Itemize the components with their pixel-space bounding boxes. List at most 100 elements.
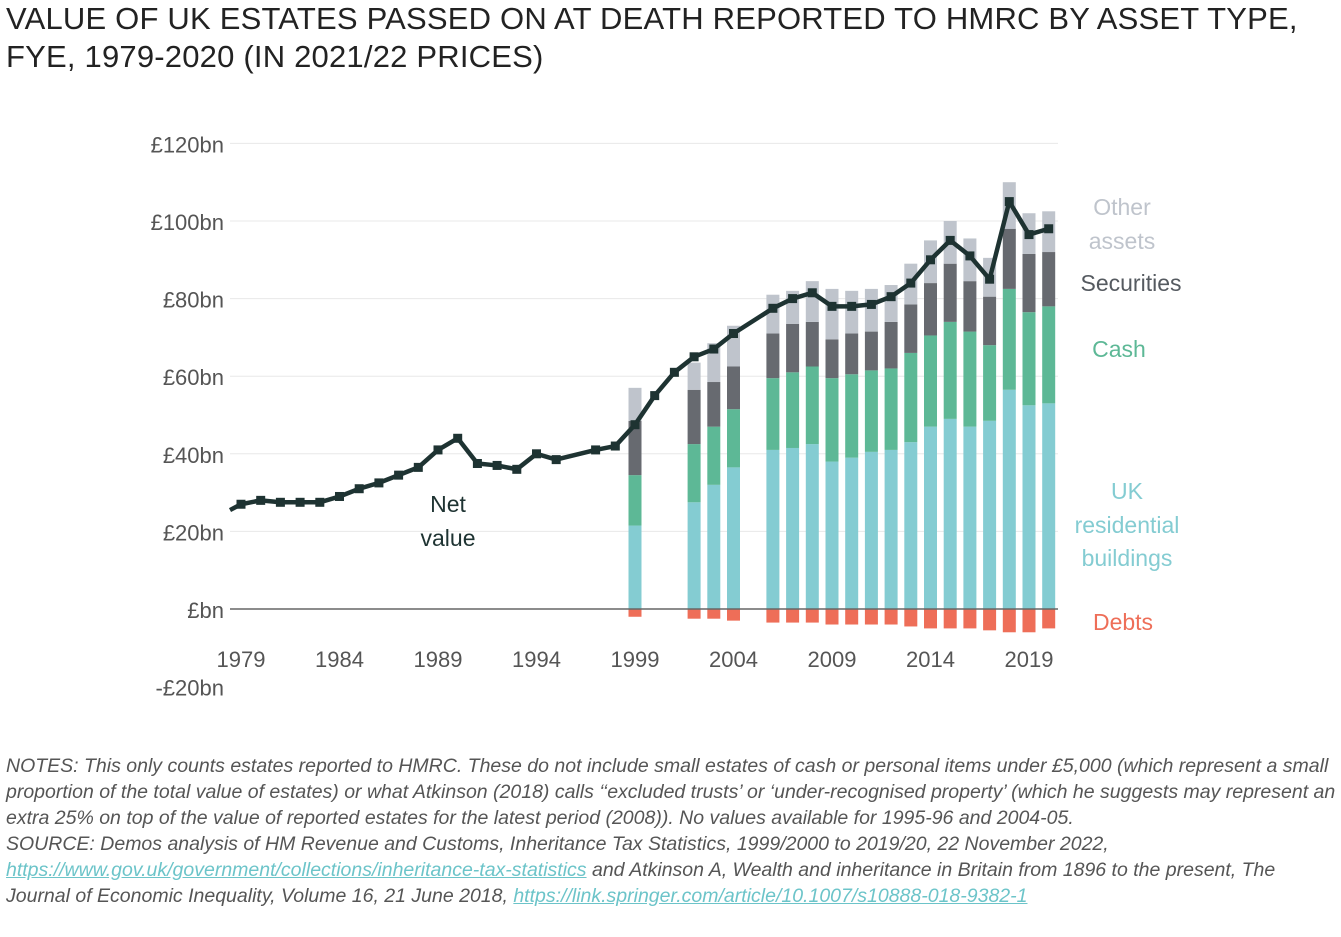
bar-cash — [727, 409, 740, 468]
bar-securities — [904, 304, 918, 353]
y-tick-label: £bn — [187, 598, 224, 623]
net-value-marker — [788, 294, 798, 304]
bar-securities — [1042, 252, 1056, 307]
x-tick-label: 2004 — [709, 647, 758, 672]
bar-cash — [786, 372, 800, 448]
net-value-marker — [413, 462, 423, 472]
net-value-marker — [295, 497, 305, 507]
bar-securities — [943, 263, 957, 322]
bar-uk-residential — [687, 502, 701, 609]
net-value-marker — [532, 449, 541, 459]
bar-securities — [727, 366, 740, 410]
net-value-marker — [768, 303, 778, 313]
bar-securities — [687, 389, 701, 445]
y-tick-label: £100bn — [151, 210, 224, 235]
legend-cash: Cash — [1092, 336, 1146, 362]
net-value-marker — [551, 455, 561, 465]
legend-other-assets: assets — [1089, 228, 1155, 254]
bar-securities — [884, 321, 898, 369]
net-value-marker — [492, 460, 502, 470]
net-value-marker — [807, 288, 817, 298]
bar-debts — [943, 609, 957, 629]
net-value-marker — [866, 299, 876, 309]
bar-cash — [628, 475, 642, 526]
x-tick-label: 2009 — [808, 647, 857, 672]
net-value-marker — [453, 433, 463, 443]
x-tick-label: 1994 — [512, 647, 561, 672]
bar-debts — [825, 609, 839, 625]
bar-uk-residential — [786, 447, 800, 609]
bar-securities — [983, 296, 997, 346]
bar-other-assets — [884, 285, 898, 322]
bar-other-assets — [864, 288, 878, 332]
bar-securities — [766, 333, 780, 379]
y-tick-label: -£20bn — [155, 676, 224, 701]
bar-uk-residential — [983, 420, 997, 609]
bar-securities — [924, 283, 937, 336]
legend-uk-residential: buildings — [1082, 545, 1173, 571]
bar-debts — [864, 609, 878, 625]
bar-uk-residential — [963, 426, 977, 609]
source-prefix: SOURCE: Demos analysis of HM Revenue and… — [6, 833, 1109, 855]
bar-other-assets — [805, 281, 819, 322]
source-text: SOURCE: Demos analysis of HM Revenue and… — [6, 831, 1336, 909]
net-value-marker — [1024, 230, 1034, 240]
bar-debts — [766, 609, 780, 623]
net-value-marker — [236, 499, 246, 509]
bar-debts — [805, 609, 819, 623]
bar-securities — [707, 382, 721, 427]
bar-uk-residential — [1022, 405, 1036, 609]
bar-cash — [1022, 312, 1036, 406]
bar-cash — [884, 368, 898, 450]
net-value-marker — [669, 367, 679, 377]
source-link-springer[interactable]: https://link.springer.com/article/10.100… — [513, 885, 1028, 907]
bar-securities — [845, 333, 859, 375]
bar-securities — [628, 420, 642, 476]
source-link-hmrc[interactable]: https://www.gov.uk/government/collection… — [6, 859, 587, 881]
bar-uk-residential — [805, 444, 819, 609]
bar-cash — [943, 321, 957, 419]
net-value-marker — [433, 445, 443, 455]
bar-uk-residential — [766, 449, 780, 609]
source-middle: and Atkinson A, Wealth and inheritance i… — [6, 859, 1276, 907]
net-value-marker — [650, 391, 660, 401]
bar-other-assets — [766, 294, 780, 334]
bar-cash — [805, 366, 819, 445]
bar-debts — [924, 609, 937, 629]
bar-other-assets — [845, 290, 859, 334]
bar-cash — [904, 352, 918, 443]
bar-securities — [1002, 228, 1016, 289]
bar-securities — [1022, 253, 1036, 313]
bar-debts — [687, 609, 701, 619]
net-value-marker — [709, 344, 719, 354]
bar-uk-residential — [904, 442, 918, 609]
bar-securities — [786, 323, 800, 373]
x-tick-label: 1984 — [315, 647, 364, 672]
bar-other-assets — [825, 288, 839, 340]
net-value-marker — [591, 445, 601, 455]
bar-uk-residential — [884, 449, 898, 609]
bar-cash — [963, 331, 977, 427]
net-value-marker — [394, 470, 404, 480]
bar-uk-residential — [845, 457, 859, 609]
y-tick-label: £120bn — [151, 132, 224, 157]
net-value-marker — [847, 301, 857, 311]
net-value-marker — [729, 329, 738, 339]
bar-cash — [983, 345, 997, 421]
net-value-marker — [472, 459, 482, 468]
x-tick-label: 1989 — [414, 647, 463, 672]
bar-cash — [1002, 288, 1016, 390]
x-tick-label: 2014 — [906, 647, 955, 672]
net-value-marker — [945, 235, 955, 245]
bar-securities — [825, 339, 839, 379]
y-tick-label: £20bn — [163, 520, 224, 545]
y-tick-label: £60bn — [163, 365, 224, 390]
net-value-marker — [906, 278, 916, 288]
bar-uk-residential — [707, 484, 721, 609]
net-value-marker — [1004, 197, 1014, 207]
net-value-marker — [985, 274, 995, 284]
y-tick-label: £80bn — [163, 288, 224, 313]
bar-cash — [825, 378, 839, 462]
legend-other-assets: Other — [1093, 194, 1151, 220]
net-value-marker — [335, 491, 344, 501]
